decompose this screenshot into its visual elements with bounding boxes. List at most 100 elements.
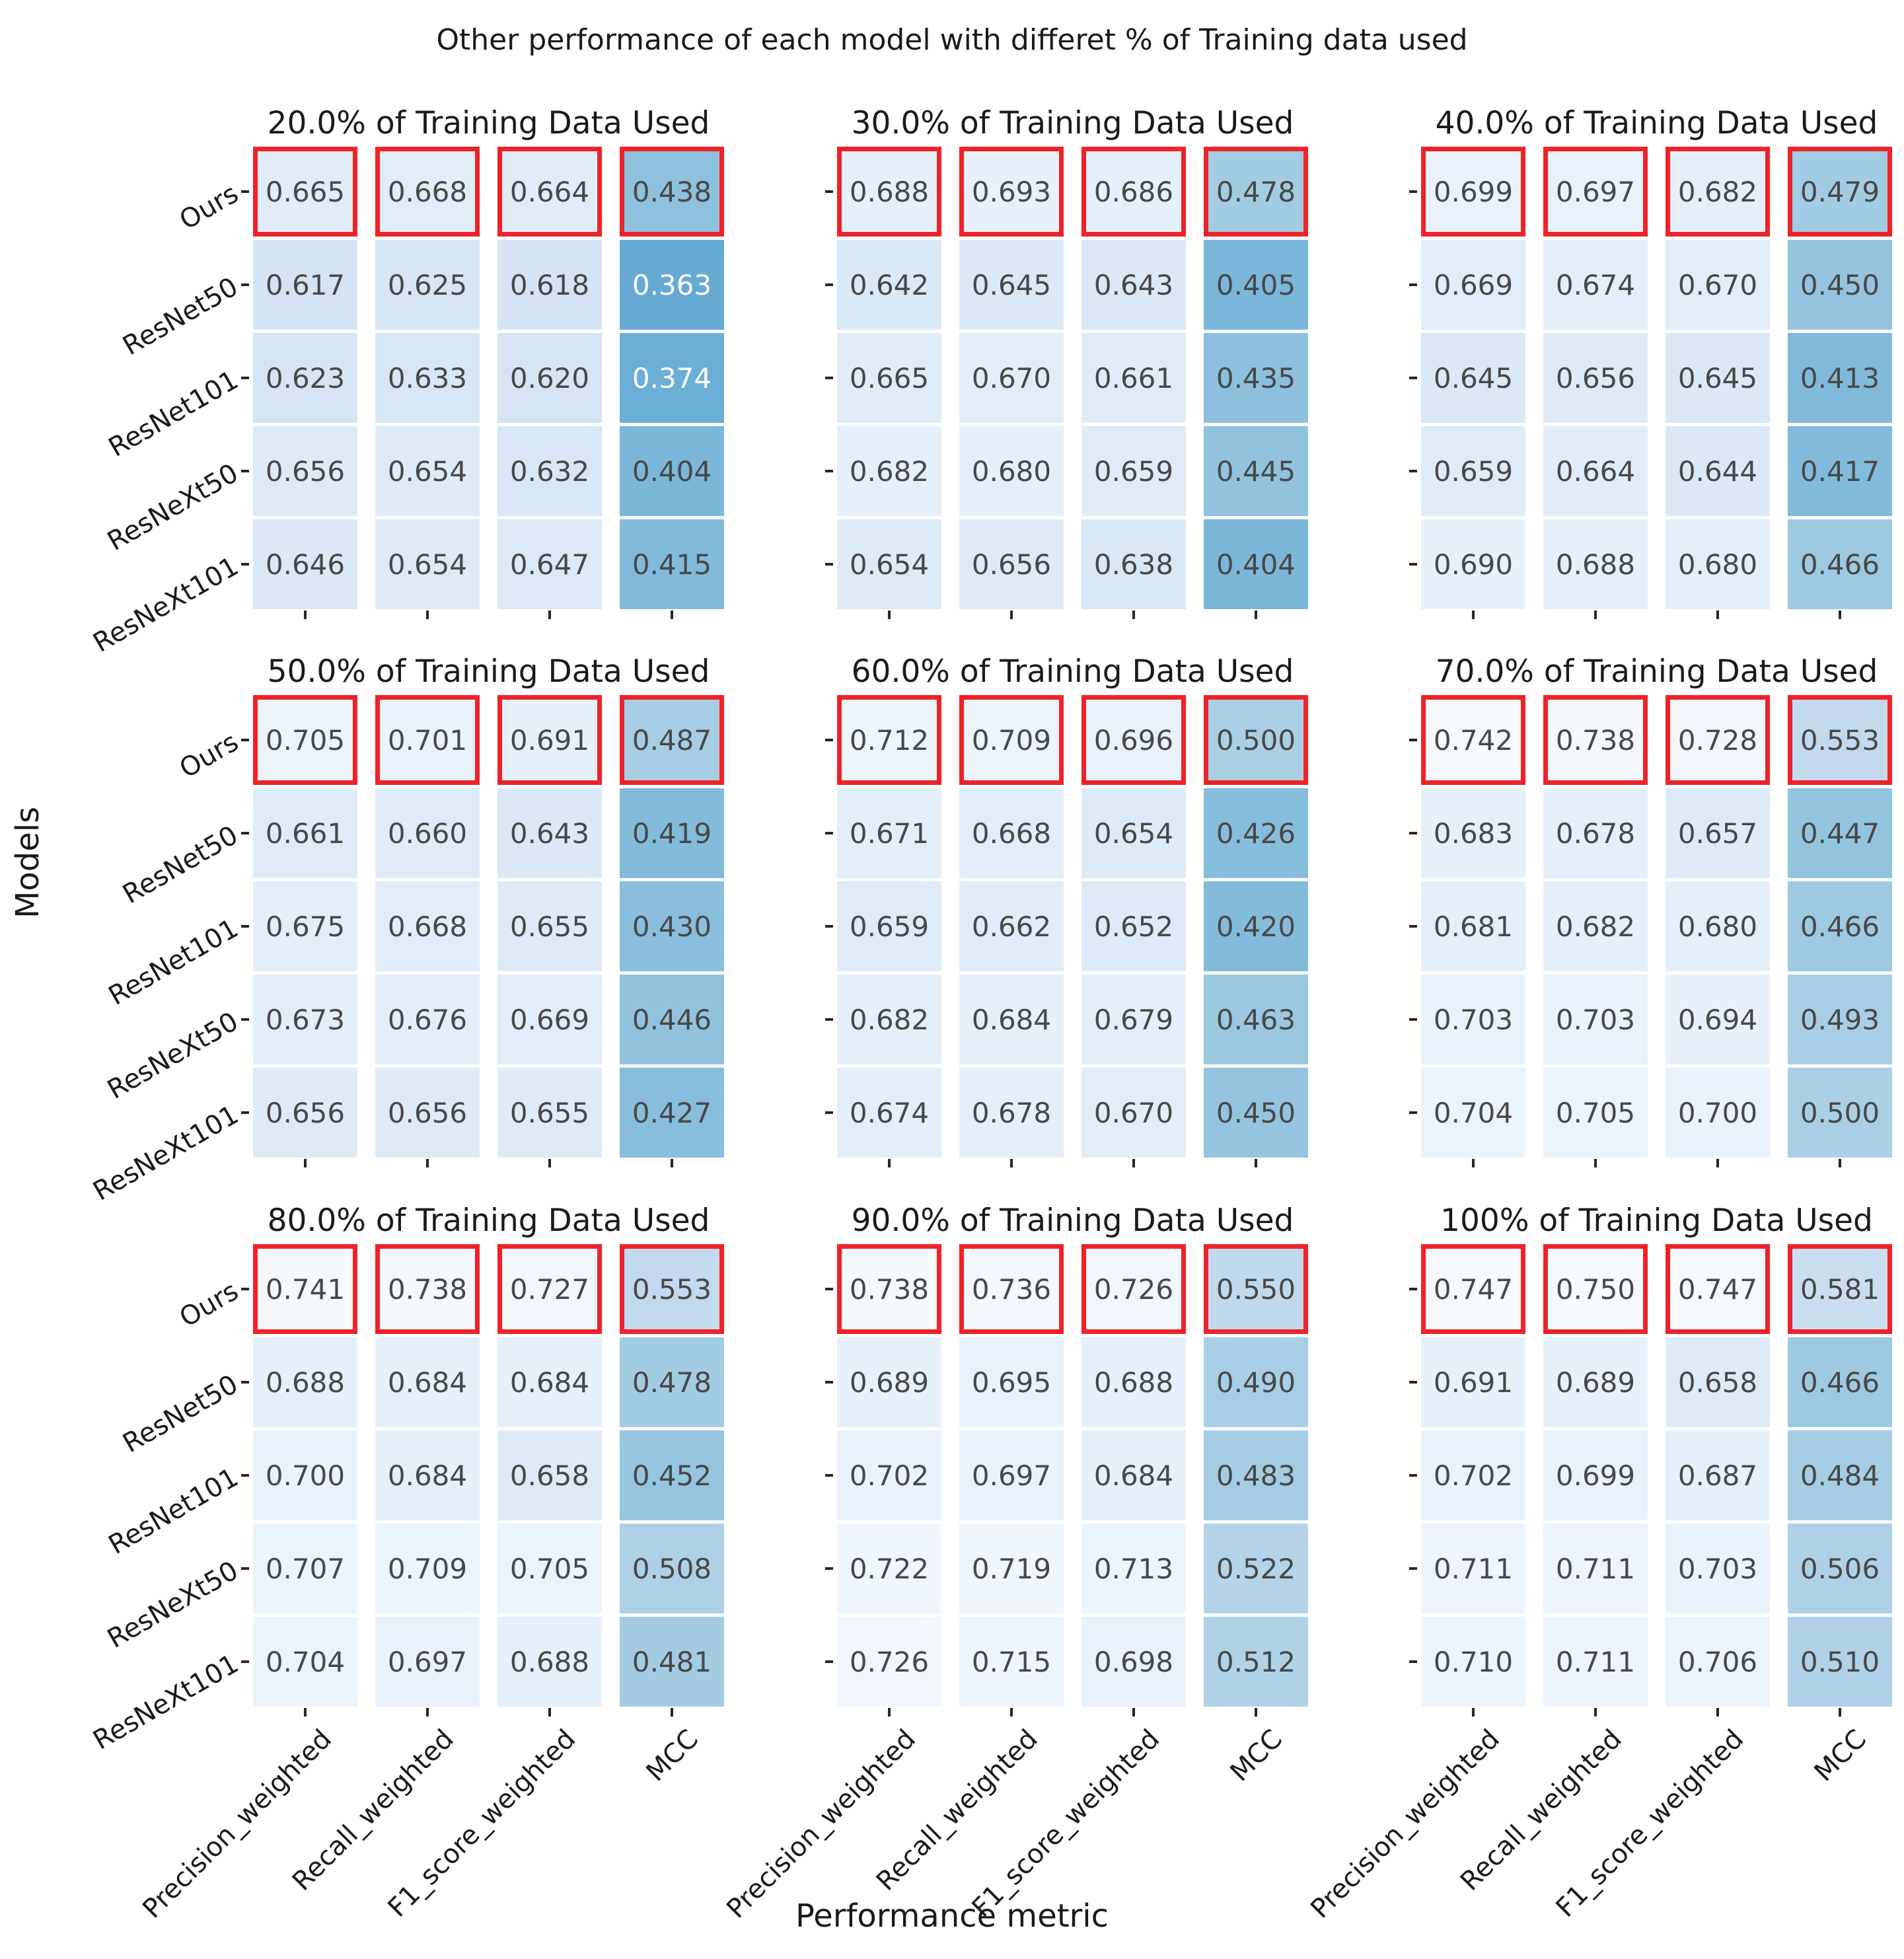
x-tick [1594, 1159, 1597, 1167]
heatmap-cell-Ours-Precision_weighted: 0.688 [837, 147, 941, 237]
heatmap-cell-ResNet101-Recall_weighted: 0.682 [1543, 881, 1648, 971]
heatmap-cell-ResNet50-Precision_weighted: 0.671 [837, 788, 941, 878]
heatmap-cell-ResNet50-Recall_weighted: 0.674 [1543, 240, 1648, 330]
heatmap: 0.699 0.697 0.682 0.479 0.669 0.674 0.670 0.450… [1409, 147, 1892, 619]
subplot-60.0pct: 60.0% of Training Data Used 0.712 0.709 0.6… [825, 628, 1308, 1177]
subplot-title: 100% of Training Data Used [1440, 1202, 1873, 1239]
heatmap-cell-ResNet50-MCC: 0.450 [1788, 240, 1892, 330]
x-axis-label: Performance metric [795, 1898, 1109, 1935]
heatmap-cell-ResNeXt101-Recall_weighted: 0.715 [959, 1617, 1064, 1707]
heatmap-cell-Ours-Precision_weighted: 0.747 [1421, 1244, 1525, 1334]
x-tick [426, 610, 429, 619]
heatmap-cell-ResNet101-Precision_weighted: 0.702 [837, 1430, 941, 1520]
heatmap-cell-ResNeXt101-MCC: 0.415 [620, 519, 724, 609]
heatmap-cell-ResNet50-Recall_weighted: 0.689 [1543, 1337, 1648, 1427]
x-tick [1716, 610, 1719, 619]
heatmap-cell-ResNet50-MCC: 0.419 [620, 788, 724, 878]
heatmap-cell-ResNeXt50-MCC: 0.493 [1788, 975, 1892, 1064]
heatmap-cell-ResNeXt50-Precision_weighted: 0.682 [837, 975, 941, 1064]
x-tick [548, 610, 551, 619]
heatmap-cell-Ours-MCC: 0.553 [1788, 695, 1892, 785]
x-tick [304, 1159, 307, 1167]
heatmap-cell-ResNeXt101-Recall_weighted: 0.678 [959, 1068, 1064, 1158]
subplot-30.0pct: 30.0% of Training Data Used 0.688 0.693 0.6… [825, 79, 1308, 628]
y-tick [1409, 925, 1417, 928]
heatmap-cell-ResNeXt101-Recall_weighted: 0.656 [375, 1068, 480, 1158]
heatmap-cell-Ours-MCC: 0.581 [1788, 1244, 1892, 1334]
heatmap-cell-Ours-MCC: 0.550 [1204, 1244, 1308, 1334]
y-tick [241, 1381, 249, 1384]
heatmap-cell-Ours-Precision_weighted: 0.712 [837, 695, 941, 785]
heatmap-cell-ResNeXt101-MCC: 0.450 [1204, 1068, 1308, 1158]
subplot-title: 80.0% of Training Data Used [267, 1202, 710, 1239]
row-label-ResNet101: ResNet101 [103, 913, 244, 1012]
col-label-MCC: MCC [1808, 1724, 1872, 1788]
heatmap-cell-ResNeXt50-Recall_weighted: 0.719 [959, 1524, 1064, 1613]
heatmap-cell-ResNet101-F1_score_weighted: 0.652 [1081, 881, 1186, 971]
heatmap-cell-ResNet101-MCC: 0.430 [620, 881, 724, 971]
heatmap-cell-Ours-Recall_weighted: 0.693 [959, 147, 1064, 237]
heatmap-cell-ResNet50-MCC: 0.490 [1204, 1337, 1308, 1427]
heatmap-cell-ResNet50-Recall_weighted: 0.695 [959, 1337, 1064, 1427]
y-tick [1409, 1567, 1417, 1570]
heatmap-cell-Ours-Recall_weighted: 0.750 [1543, 1244, 1648, 1334]
x-tick [1472, 610, 1475, 619]
heatmap-cell-ResNeXt50-MCC: 0.404 [620, 426, 724, 516]
heatmap-cell-ResNeXt50-F1_score_weighted: 0.659 [1081, 426, 1186, 516]
heatmap-cell-ResNet50-F1_score_weighted: 0.618 [497, 240, 602, 330]
heatmap-cell-Ours-Precision_weighted: 0.738 [837, 1244, 941, 1334]
x-tick [671, 610, 673, 619]
x-tick [1010, 1159, 1013, 1167]
heatmap-cell-ResNet101-Precision_weighted: 0.659 [837, 881, 941, 971]
heatmap-cell-ResNeXt50-Recall_weighted: 0.664 [1543, 426, 1648, 516]
heatmap-cell-ResNet101-Precision_weighted: 0.623 [253, 333, 357, 423]
heatmap-cell-ResNet50-F1_score_weighted: 0.643 [1081, 240, 1186, 330]
heatmap-cell-ResNeXt101-Recall_weighted: 0.705 [1543, 1068, 1648, 1158]
heatmap-cell-ResNet50-MCC: 0.405 [1204, 240, 1308, 330]
row-label-ResNeXt50: ResNeXt50 [102, 1555, 244, 1654]
heatmap-cell-Ours-Precision_weighted: 0.741 [253, 1244, 357, 1334]
heatmap-cell-ResNeXt50-F1_score_weighted: 0.669 [497, 975, 602, 1064]
y-tick [241, 377, 249, 379]
heatmap-cell-ResNeXt50-Recall_weighted: 0.654 [375, 426, 480, 516]
heatmap-cell-ResNeXt101-Precision_weighted: 0.654 [837, 519, 941, 609]
y-tick [825, 563, 833, 566]
heatmap: 0.741 0.738 0.727 0.553 0.688 0.684 0.684 0.478… [88, 1244, 724, 1756]
heatmap-cell-ResNet101-MCC: 0.484 [1788, 1430, 1892, 1520]
y-tick [825, 1474, 833, 1477]
subplot-title: 70.0% of Training Data Used [1435, 653, 1878, 690]
heatmap-cell-ResNet101-MCC: 0.452 [620, 1430, 724, 1520]
x-tick [1010, 610, 1013, 619]
heatmap-cell-ResNeXt101-Precision_weighted: 0.656 [253, 1068, 357, 1158]
x-tick [1839, 1708, 1841, 1717]
heatmap-cell-ResNet101-Recall_weighted: 0.668 [375, 881, 480, 971]
heatmap-cell-ResNeXt50-F1_score_weighted: 0.713 [1081, 1524, 1186, 1613]
heatmap-cell-ResNet50-Precision_weighted: 0.689 [837, 1337, 941, 1427]
heatmap-cell-ResNet101-MCC: 0.420 [1204, 881, 1308, 971]
y-tick [825, 1018, 833, 1021]
heatmap-cell-ResNet50-MCC: 0.426 [1204, 788, 1308, 878]
x-tick [1255, 1159, 1257, 1167]
heatmap: 0.742 0.738 0.728 0.553 0.683 0.678 0.657 0.447… [1409, 695, 1892, 1167]
subplot-title: 90.0% of Training Data Used [851, 1202, 1294, 1239]
y-tick [1409, 377, 1417, 379]
x-tick [1839, 1159, 1841, 1167]
heatmap-cell-ResNeXt50-F1_score_weighted: 0.644 [1666, 426, 1770, 516]
heatmap-cell-Ours-Recall_weighted: 0.738 [1543, 695, 1648, 785]
heatmap-cell-ResNeXt50-Precision_weighted: 0.711 [1421, 1524, 1525, 1613]
heatmap-cell-ResNeXt101-Precision_weighted: 0.690 [1421, 519, 1525, 609]
y-tick [825, 1567, 833, 1570]
y-tick [825, 190, 833, 193]
heatmap-cell-ResNet101-F1_score_weighted: 0.680 [1666, 881, 1770, 971]
heatmap-cell-ResNeXt50-F1_score_weighted: 0.703 [1666, 1524, 1770, 1613]
heatmap-cell-ResNeXt101-MCC: 0.500 [1788, 1068, 1892, 1158]
row-label-ResNeXt101: ResNeXt101 [87, 1099, 244, 1207]
heatmap-cell-ResNeXt101-MCC: 0.481 [620, 1617, 724, 1707]
heatmap-cell-ResNeXt101-Recall_weighted: 0.697 [375, 1617, 480, 1707]
row-label-Ours: Ours [174, 1276, 244, 1333]
y-tick [241, 1474, 249, 1477]
heatmap-cell-ResNeXt50-Precision_weighted: 0.722 [837, 1524, 941, 1613]
y-tick [825, 377, 833, 379]
heatmap-cell-ResNet50-Precision_weighted: 0.691 [1421, 1337, 1525, 1427]
y-tick [241, 1111, 249, 1114]
